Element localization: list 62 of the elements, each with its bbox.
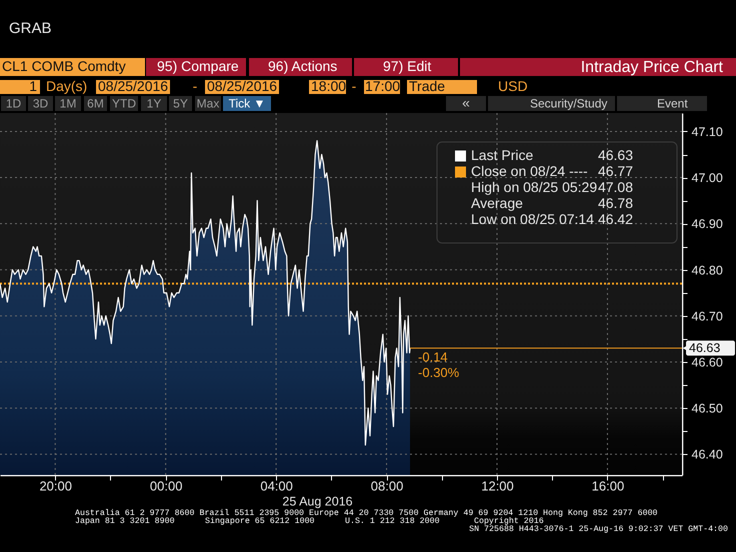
text: 18:00 xyxy=(311,78,346,94)
text: 3D xyxy=(32,96,48,110)
x-tick-label: 00:00 xyxy=(150,478,182,494)
text: Trade xyxy=(409,78,446,94)
y-tick-label: 46.70 xyxy=(692,309,723,324)
text: Copyright 2016 xyxy=(474,516,544,526)
annotation: Average xyxy=(471,195,524,211)
text: 1 xyxy=(29,78,38,94)
text: Tick ▼ xyxy=(228,96,266,110)
legend-label: Close on 08/24 ---- xyxy=(471,163,588,179)
x-axis-title: 25 Aug 2016 xyxy=(282,494,353,508)
annotation: 47.08 xyxy=(598,179,634,195)
annotation: -0.30% xyxy=(418,365,460,380)
y-tick-label: 46.90 xyxy=(692,217,723,232)
annotation: Low on 08/25 07:14 xyxy=(471,211,594,227)
text: 1Y xyxy=(146,96,162,110)
text: Max xyxy=(196,96,220,110)
y-tick-label: 47.00 xyxy=(692,171,723,186)
text: Security/Study xyxy=(530,96,608,110)
text: 97) Edit xyxy=(383,58,432,74)
y-tick-label: 46.40 xyxy=(692,448,723,462)
text: 95) Compare xyxy=(157,58,239,74)
x-tick-label: 04:00 xyxy=(260,478,293,494)
text: YTD xyxy=(112,96,136,110)
text: Day(s) xyxy=(46,78,88,94)
chart-subtitle: CL1 COMB Comdty xyxy=(2,58,126,74)
x-tick-label: 20:00 xyxy=(39,478,72,494)
x-tick-label: 08:00 xyxy=(370,478,404,494)
chart-title: Intraday Price Chart xyxy=(580,59,724,76)
text: - xyxy=(352,78,357,94)
x-tick-label: 12:00 xyxy=(481,478,514,494)
annotation: 46.78 xyxy=(598,195,634,211)
text: 08/25/2016 xyxy=(207,78,278,94)
text: 6M xyxy=(87,96,104,110)
text: 46.63 xyxy=(689,341,720,356)
text: GRAB xyxy=(9,20,52,37)
text: Singapore 65 6212 1000 xyxy=(205,516,315,526)
text: 17:00 xyxy=(365,78,400,94)
y-tick-label: 47.10 xyxy=(692,124,723,139)
text: Event xyxy=(657,96,688,110)
annotation: 46.77 xyxy=(598,163,634,179)
text: Australia 61 2 9777 8600 Brazil 5511 2395 9000 Europe 44 20 7330 7500 Germany 49 69 9204 1210 Hong Kong 852 2977 6000 xyxy=(75,508,658,518)
text: USD xyxy=(498,78,528,94)
text: 1M xyxy=(60,96,76,110)
x-tick-label: 16:00 xyxy=(592,478,624,494)
legend-label: Last Price xyxy=(471,147,534,163)
text: 5Y xyxy=(173,96,188,110)
text: 08/25/2016 xyxy=(98,78,168,94)
annotation: -0.14 xyxy=(418,350,448,365)
text: 1D xyxy=(6,96,22,110)
text: 96) Actions xyxy=(268,58,338,74)
y-tick-label: 46.80 xyxy=(692,263,723,278)
annotation: 46.63 xyxy=(598,147,634,163)
annotation: 46.42 xyxy=(598,211,634,227)
text: U.S. 1 212 318 2000 xyxy=(345,517,440,526)
text: SN 725688 H443-3076-1 25-Aug-16 9:02:37 VET GMT-4:00 xyxy=(469,525,728,534)
text: Japan 81 3 3201 8900 xyxy=(75,517,175,526)
text: « xyxy=(462,94,470,110)
y-tick-label: 46.50 xyxy=(692,402,723,416)
text: - xyxy=(192,78,198,94)
annotation: High on 08/25 05:29 xyxy=(471,179,598,195)
y-tick-label: 46.60 xyxy=(692,356,723,370)
